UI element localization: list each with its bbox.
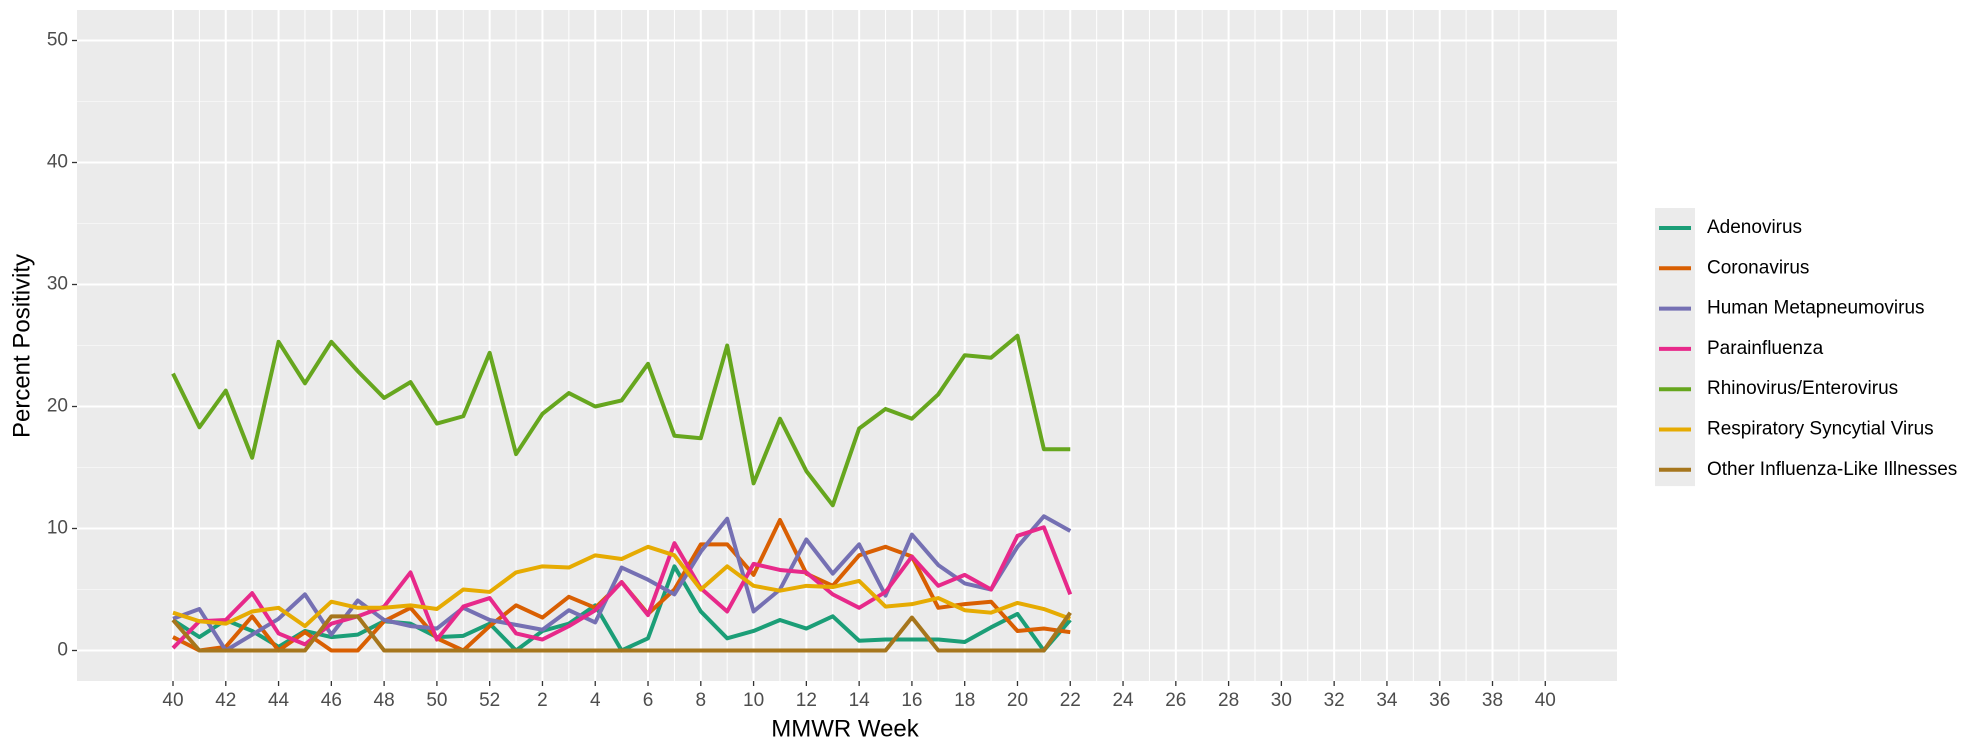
legend-label: Rhinovirus/Enterovirus — [1707, 378, 1898, 399]
series-line — [172, 544, 1071, 629]
legend-label: Parainfluenza — [1707, 338, 1824, 359]
x-tick-label: 24 — [1112, 690, 1134, 711]
x-tick-label: 42 — [215, 690, 236, 711]
x-tick-label: 12 — [796, 690, 817, 711]
y-tick-label: 20 — [47, 396, 68, 417]
series-line — [172, 514, 1072, 653]
y-tick-label: 0 — [57, 640, 68, 661]
x-tick-label: 44 — [268, 690, 290, 711]
y-tick-label: 50 — [47, 30, 68, 51]
series-line — [171, 333, 1071, 508]
x-tick-label: 36 — [1429, 690, 1450, 711]
x-tick-label: 16 — [901, 690, 922, 711]
x-tick-label: 48 — [374, 690, 395, 711]
x-tick-label: 26 — [1165, 690, 1186, 711]
x-tick-label: 8 — [696, 690, 707, 711]
x-tick-label: 2 — [537, 690, 548, 711]
x-tick-label: 46 — [321, 690, 342, 711]
x-tick-label: 52 — [479, 690, 500, 711]
x-tick-label: 32 — [1324, 690, 1345, 711]
series-line — [171, 611, 1072, 653]
x-tick-label: 4 — [590, 690, 601, 711]
x-tick-label: 10 — [743, 690, 764, 711]
x-tick-label: 20 — [1007, 690, 1028, 711]
x-tick-label: 40 — [162, 690, 183, 711]
y-axis-title: Percent Positivity — [8, 254, 35, 438]
x-tick-label: 30 — [1271, 690, 1292, 711]
legend-label: Coronavirus — [1707, 257, 1809, 278]
x-tick-label: 6 — [643, 690, 654, 711]
x-tick-label: 22 — [1060, 690, 1081, 711]
x-tick-label: 34 — [1376, 690, 1398, 711]
x-tick-label: 40 — [1535, 690, 1556, 711]
x-tick-label: 38 — [1482, 690, 1503, 711]
x-tick-label: 14 — [849, 690, 871, 711]
x-axis-title: MMWR Week — [771, 715, 920, 742]
x-tick-label: 18 — [954, 690, 975, 711]
y-tick-label: 40 — [47, 152, 68, 173]
x-tick-label: 28 — [1218, 690, 1239, 711]
y-tick-label: 30 — [47, 274, 68, 295]
legend-label: Other Influenza-Like Illnesses — [1707, 459, 1957, 480]
legend-label: Human Metapneumovirus — [1707, 298, 1925, 319]
x-tick-label: 50 — [426, 690, 447, 711]
legend-label: Respiratory Syncytial Virus — [1707, 419, 1934, 440]
legend-label: Adenovirus — [1707, 217, 1802, 238]
y-tick-label: 10 — [47, 518, 68, 539]
